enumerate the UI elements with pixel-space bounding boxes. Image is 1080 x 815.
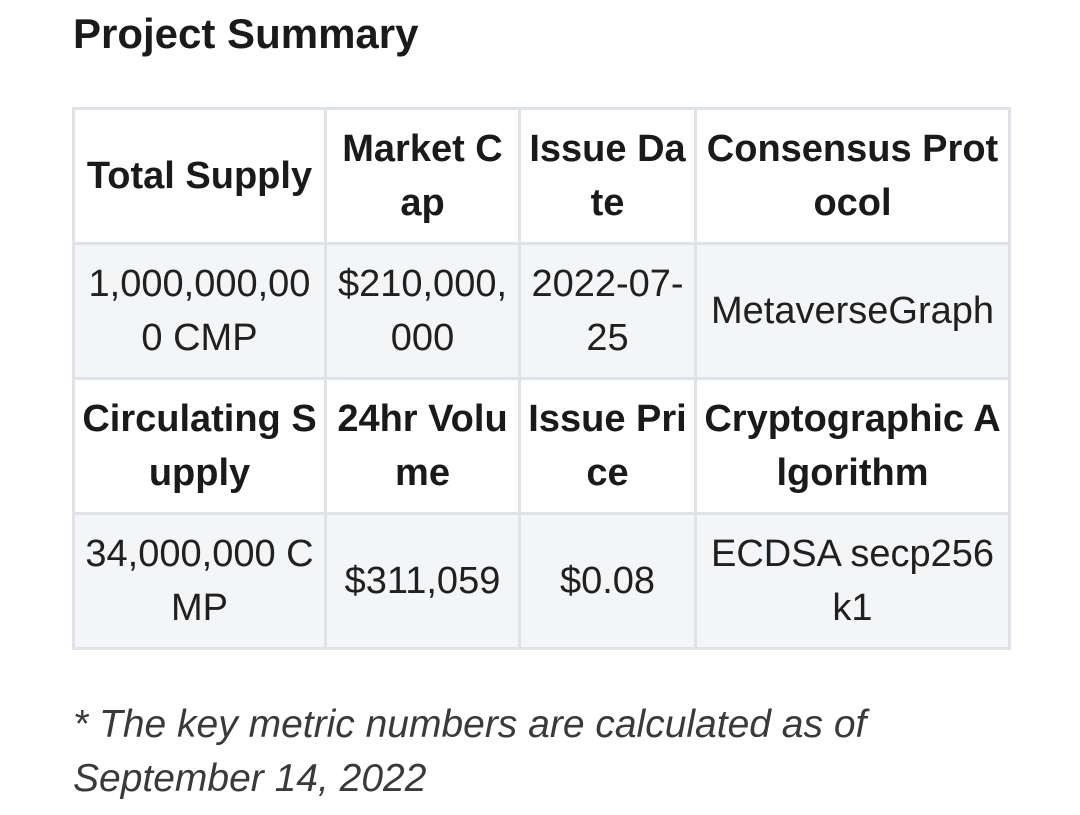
value-market-cap: $210,000,000 — [324, 242, 521, 380]
header-24hr-volume: 24hr Volume — [324, 377, 521, 515]
header-market-cap: Market Cap — [324, 107, 521, 245]
value-issue-price: $0.08 — [518, 512, 697, 650]
value-cryptographic-algorithm: ECDSA secp256k1 — [694, 512, 1011, 650]
value-24hr-volume: $311,059 — [324, 512, 521, 650]
table-header-row: Circulating Supply 24hr Volume Issue Pri… — [72, 377, 1011, 515]
table-value-row: 34,000,000 CMP $311,059 $0.08 ECDSA secp… — [72, 512, 1011, 650]
header-issue-date: Issue Date — [518, 107, 697, 245]
header-circulating-supply: Circulating Supply — [72, 377, 327, 515]
project-summary-table: Total Supply Market Cap Issue Date Conse… — [72, 107, 1011, 650]
footnote: * The key metric numbers are calculated … — [73, 703, 867, 800]
page-title: Project Summary — [73, 10, 419, 57]
header-total-supply: Total Supply — [72, 107, 327, 245]
header-consensus-protocol: Consensus Protocol — [694, 107, 1011, 245]
value-total-supply: 1,000,000,000 CMP — [72, 242, 327, 380]
value-consensus-protocol: MetaverseGraph — [694, 242, 1011, 380]
table-value-row: 1,000,000,000 CMP $210,000,000 2022-07-2… — [72, 242, 1011, 380]
table-header-row: Total Supply Market Cap Issue Date Conse… — [72, 107, 1011, 245]
value-circulating-supply: 34,000,000 CMP — [72, 512, 327, 650]
value-issue-date: 2022-07-25 — [518, 242, 697, 380]
header-cryptographic-algorithm: Cryptographic Algorithm — [694, 377, 1011, 515]
header-issue-price: Issue Price — [518, 377, 697, 515]
